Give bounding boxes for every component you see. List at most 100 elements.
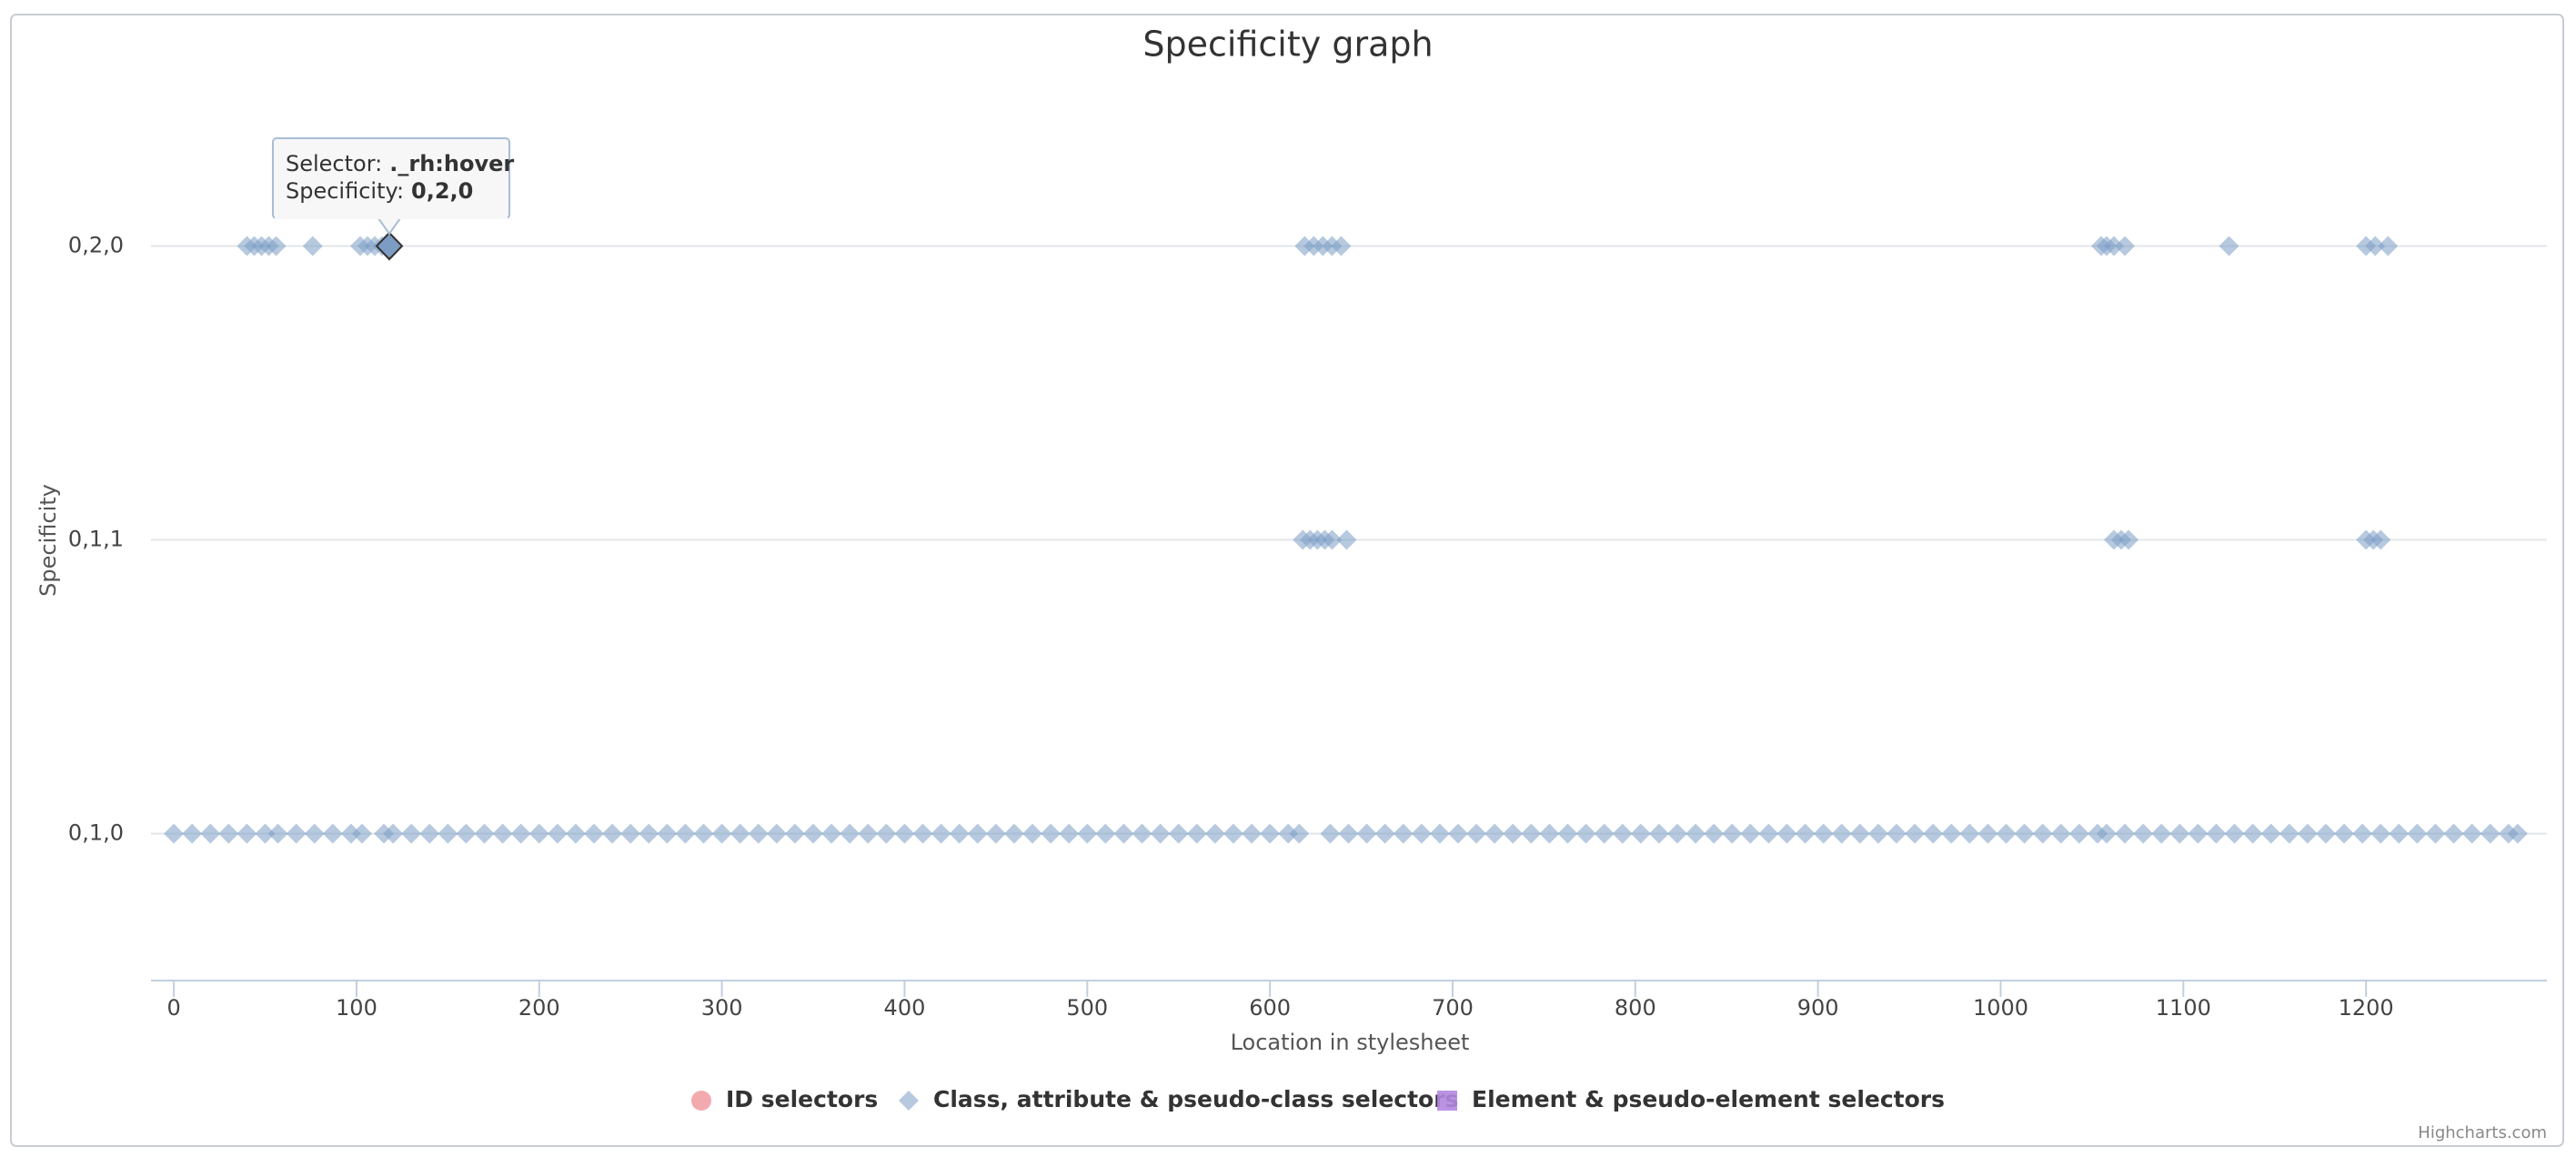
point bbox=[340, 823, 361, 844]
point bbox=[803, 823, 824, 844]
point bbox=[784, 823, 805, 844]
point bbox=[1667, 823, 1688, 844]
point bbox=[1059, 823, 1080, 844]
legend-label[interactable]: ID selectors bbox=[726, 1086, 878, 1112]
legend-symbol bbox=[1437, 1091, 1457, 1111]
point bbox=[2219, 236, 2239, 257]
point bbox=[2443, 823, 2464, 844]
legend-label[interactable]: Class, attribute & pseudo-class selector… bbox=[933, 1086, 1458, 1112]
point bbox=[302, 236, 323, 257]
point bbox=[2370, 823, 2391, 844]
point bbox=[693, 823, 714, 844]
point bbox=[2507, 823, 2528, 844]
point bbox=[858, 823, 879, 844]
point bbox=[1831, 823, 1852, 844]
legend-label[interactable]: Element & pseudo-element selectors bbox=[1472, 1086, 1945, 1112]
point bbox=[1905, 823, 1926, 844]
point bbox=[1996, 823, 2017, 844]
point bbox=[2365, 236, 2386, 257]
point bbox=[2407, 823, 2428, 844]
legend: ID selectors Class, attribute & pseudo-cl… bbox=[691, 1086, 1945, 1112]
x-tick-label: 0 bbox=[166, 995, 180, 1021]
legend-item[interactable]: ID selectors bbox=[691, 1086, 878, 1112]
hover-marker bbox=[375, 231, 404, 261]
point bbox=[1077, 823, 1098, 844]
point bbox=[2242, 823, 2263, 844]
legend-item[interactable]: Class, attribute & pseudo-class selector… bbox=[899, 1086, 1458, 1112]
point bbox=[1722, 823, 1743, 844]
point bbox=[304, 823, 325, 844]
point bbox=[1795, 823, 1816, 844]
point bbox=[1648, 823, 1669, 844]
point bbox=[510, 823, 531, 844]
tooltip-key: Specificity: bbox=[286, 178, 404, 204]
x-tick-label: 1200 bbox=[2339, 995, 2394, 1021]
point bbox=[1887, 823, 1907, 844]
point bbox=[1867, 823, 1888, 844]
credit[interactable]: Highcharts.com bbox=[2418, 1123, 2547, 1142]
point bbox=[2115, 823, 2136, 844]
point bbox=[2133, 823, 2154, 844]
tooltip-line: Specificity: 0,2,0 bbox=[286, 178, 473, 204]
x-tick-label: 100 bbox=[336, 995, 377, 1021]
point bbox=[200, 823, 221, 844]
point bbox=[492, 823, 513, 844]
x-tick-label: 600 bbox=[1249, 995, 1291, 1021]
point bbox=[2461, 823, 2482, 844]
point bbox=[2297, 823, 2318, 844]
point bbox=[383, 823, 404, 844]
point bbox=[1260, 823, 1281, 844]
point bbox=[2224, 823, 2245, 844]
y-tick-label: 0,2,0 bbox=[68, 233, 124, 258]
point bbox=[2206, 823, 2227, 844]
point bbox=[840, 823, 860, 844]
point bbox=[2032, 823, 2053, 844]
point bbox=[1977, 823, 1998, 844]
point bbox=[2118, 529, 2139, 550]
point bbox=[528, 823, 549, 844]
point bbox=[675, 823, 696, 844]
x-tick-label: 900 bbox=[1797, 995, 1839, 1021]
point bbox=[438, 823, 458, 844]
point bbox=[2480, 823, 2501, 844]
point bbox=[1204, 823, 1225, 844]
point bbox=[1429, 823, 1450, 844]
legend-item[interactable]: Element & pseudo-element selectors bbox=[1437, 1086, 1945, 1112]
point bbox=[2334, 823, 2355, 844]
point bbox=[1685, 823, 1706, 844]
point bbox=[1521, 823, 1542, 844]
point bbox=[2260, 823, 2281, 844]
point bbox=[2352, 823, 2373, 844]
point bbox=[2014, 823, 2035, 844]
point bbox=[2104, 236, 2125, 257]
point bbox=[620, 823, 641, 844]
point bbox=[164, 823, 185, 844]
point bbox=[602, 823, 623, 844]
point bbox=[821, 823, 842, 844]
x-tick-label: 300 bbox=[701, 995, 743, 1021]
point bbox=[639, 823, 659, 844]
point bbox=[912, 823, 933, 844]
point bbox=[565, 823, 586, 844]
point bbox=[1223, 823, 1243, 844]
x-tick-label: 400 bbox=[884, 995, 926, 1021]
tooltip-value: 0,2,0 bbox=[411, 178, 473, 204]
point bbox=[1503, 823, 1524, 844]
point bbox=[2188, 823, 2209, 844]
y-tick-label: 0,1,0 bbox=[68, 820, 124, 846]
point bbox=[1612, 823, 1633, 844]
point bbox=[1484, 823, 1505, 844]
point bbox=[1539, 823, 1560, 844]
point bbox=[1041, 823, 1062, 844]
point bbox=[547, 823, 568, 844]
tooltip-value: ._rh:hover bbox=[389, 151, 514, 176]
point bbox=[1278, 823, 1299, 844]
point bbox=[1003, 823, 1024, 844]
y-tick-label: 0,1,1 bbox=[68, 527, 124, 552]
tooltip-line: Selector: ._rh:hover bbox=[286, 151, 514, 176]
x-tick-label: 1100 bbox=[2156, 995, 2211, 1021]
point bbox=[2096, 823, 2117, 844]
point bbox=[2370, 529, 2391, 550]
point bbox=[255, 823, 276, 844]
